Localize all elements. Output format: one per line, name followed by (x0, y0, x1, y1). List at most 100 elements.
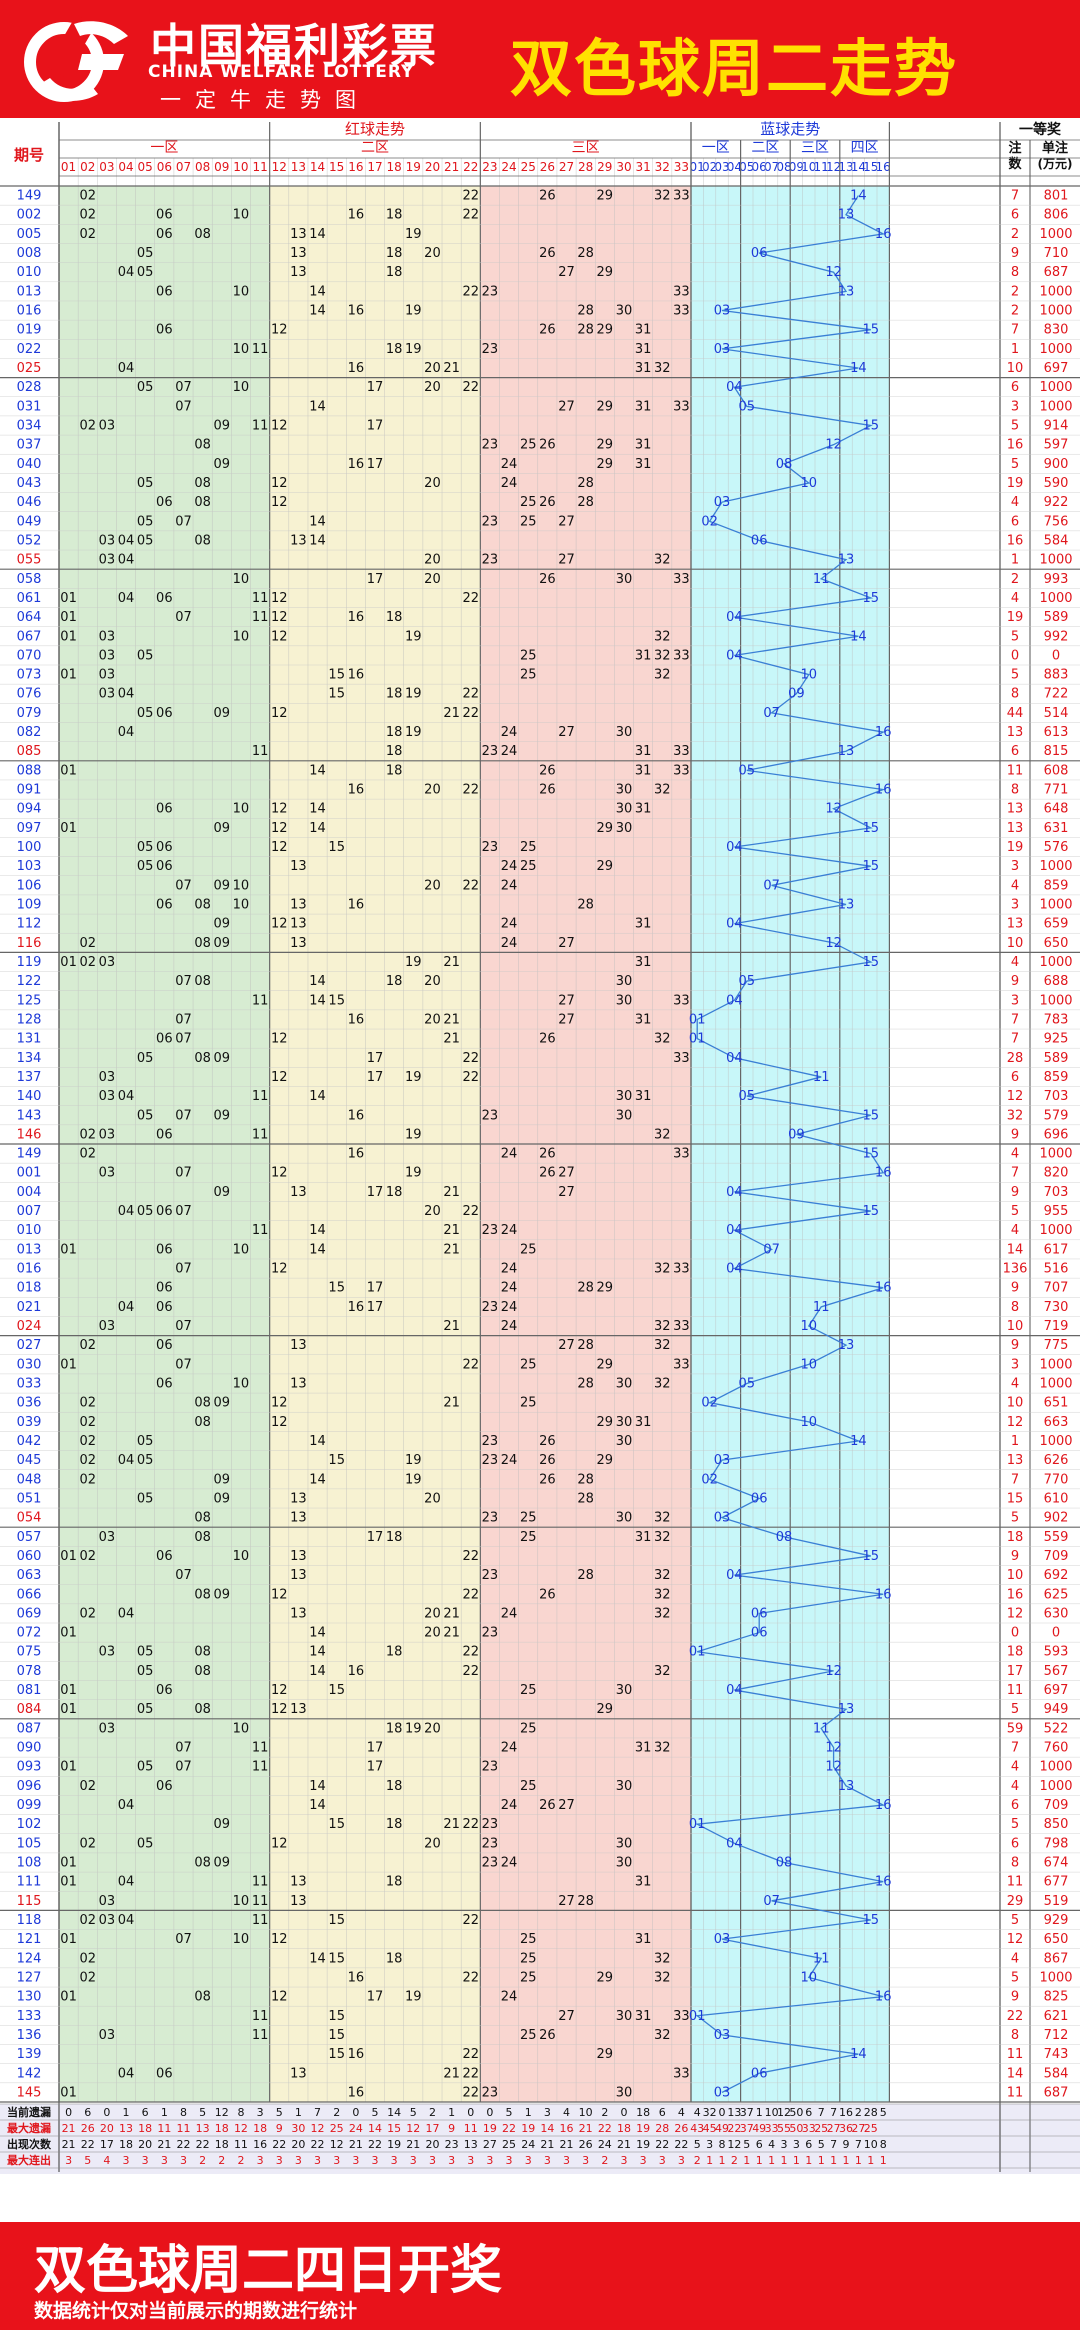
blue-ball-number: 01 (689, 2009, 706, 2024)
red-ball-number: 22 (462, 878, 479, 893)
prize-amount: 825 (1044, 1990, 1069, 2005)
red-ball-number: 32 (654, 1741, 671, 1756)
issue-number: 082 (17, 725, 42, 740)
red-ball-number: 13 (290, 917, 307, 932)
stats-value: 26 (674, 2122, 688, 2135)
red-ball-number: 09 (214, 706, 231, 721)
prize-amount: 709 (1044, 1798, 1069, 1813)
issue-number: 025 (17, 361, 42, 376)
red-ball-number: 07 (175, 1932, 192, 1947)
red-ball-number: 08 (194, 1530, 211, 1545)
stats-value: 0 (65, 2106, 72, 2119)
red-ball-number: 27 (558, 1798, 575, 1813)
issue-number: 005 (17, 227, 42, 242)
red-ball-number: 14 (309, 1798, 326, 1813)
red-ball-number: 10 (233, 284, 250, 299)
red-ball-number: 11 (252, 1913, 269, 1928)
blue-ball-number: 05 (739, 1377, 756, 1392)
red-ball-number: 14 (309, 1223, 326, 1238)
issue-number: 127 (17, 1970, 42, 1985)
red-ball-number: 12 (271, 917, 288, 932)
red-ball-number: 12 (271, 1262, 288, 1277)
red-ball-number: 06 (156, 1549, 173, 1564)
red-number-label: 11 (252, 160, 267, 174)
issue-number: 067 (17, 629, 42, 644)
blue-ball-number: 01 (689, 1012, 706, 1027)
prize-amount: 626 (1044, 1453, 1069, 1468)
stats-value: 27 (827, 2122, 841, 2135)
red-ball-number: 17 (367, 1185, 384, 1200)
red-ball-number: 19 (405, 629, 422, 644)
red-ball-number: 02 (79, 1338, 96, 1353)
stats-value: 3 (640, 2154, 647, 2167)
red-ball-number: 14 (309, 399, 326, 414)
prize-amount: 663 (1044, 1415, 1069, 1430)
prize-amount: 710 (1044, 246, 1069, 261)
red-zone-header: 二区 (361, 140, 389, 156)
red-ball-number: 04 (118, 1875, 135, 1890)
stats-value: 7 (314, 2106, 321, 2119)
red-ball-number: 20 (424, 1626, 441, 1641)
winner-count: 6 (1011, 380, 1019, 395)
red-ball-number: 08 (194, 936, 211, 951)
red-ball-number: 28 (577, 1894, 594, 1909)
prize-amount: 651 (1044, 1396, 1069, 1411)
page-title: 双色球周二走势 (510, 32, 959, 105)
red-ball-number: 13 (290, 936, 307, 951)
issue-number: 146 (17, 1127, 42, 1142)
blue-ball-number: 05 (739, 399, 756, 414)
red-ball-number: 13 (290, 1875, 307, 1890)
blue-ball-number: 05 (739, 1089, 756, 1104)
red-ball-number: 22 (462, 591, 479, 606)
blue-ball-number: 16 (875, 227, 892, 242)
stats-value: 2 (429, 2106, 436, 2119)
red-ball-number: 31 (635, 438, 652, 453)
red-ball-number: 14 (309, 1434, 326, 1449)
blue-ball-number: 15 (863, 323, 880, 338)
red-ball-number: 17 (367, 1530, 384, 1545)
red-ball-number: 18 (386, 1875, 403, 1890)
stats-value: 10 (579, 2106, 593, 2119)
blue-ball-number: 10 (801, 476, 818, 491)
red-ball-number: 31 (635, 917, 652, 932)
prize-amount: 631 (1044, 821, 1069, 836)
red-ball-number: 21 (443, 1185, 460, 1200)
stats-value: 19 (387, 2138, 401, 2151)
stats-value: 18 (253, 2122, 267, 2135)
prize-amount: 775 (1044, 1338, 1069, 1353)
red-ball-number: 13 (290, 1568, 307, 1583)
issue-number: 049 (17, 514, 42, 529)
red-ball-number: 26 (539, 1434, 556, 1449)
red-ball-number: 20 (424, 380, 441, 395)
stats-value: 3 (429, 2154, 436, 2167)
red-ball-number: 33 (673, 399, 690, 414)
red-ball-number: 31 (635, 457, 652, 472)
red-ball-number: 25 (520, 1932, 537, 1947)
issue-number: 072 (17, 1626, 42, 1641)
red-ball-number: 06 (156, 227, 173, 242)
blue-ball-number: 03 (714, 304, 731, 319)
stats-value: 12 (727, 2138, 741, 2151)
winner-count: 4 (1011, 955, 1019, 970)
prize-amount: 760 (1044, 1741, 1069, 1756)
red-ball-number: 16 (348, 1012, 365, 1027)
blue-number-label: 06 (752, 160, 767, 174)
winner-count: 3 (1011, 1357, 1019, 1372)
red-ball-number: 27 (558, 399, 575, 414)
stats-value: 5 (84, 2154, 91, 2167)
red-ball-number: 05 (137, 1108, 154, 1123)
blue-ball-number: 08 (776, 1530, 793, 1545)
issue-number: 087 (17, 1721, 42, 1736)
red-number-label: 29 (597, 160, 612, 174)
issue-number: 002 (17, 208, 42, 223)
stats-value: 22 (727, 2122, 741, 2135)
stats-value: 21 (617, 2138, 631, 2151)
stats-value: 23 (445, 2138, 459, 2151)
red-ball-number: 20 (424, 1204, 441, 1219)
blue-ball-number: 08 (776, 1856, 793, 1871)
stats-value: 3 (123, 2154, 130, 2167)
red-ball-number: 03 (99, 1089, 116, 1104)
red-ball-number: 15 (328, 2009, 345, 2024)
red-ball-number: 28 (577, 476, 594, 491)
red-ball-number: 14 (309, 514, 326, 529)
